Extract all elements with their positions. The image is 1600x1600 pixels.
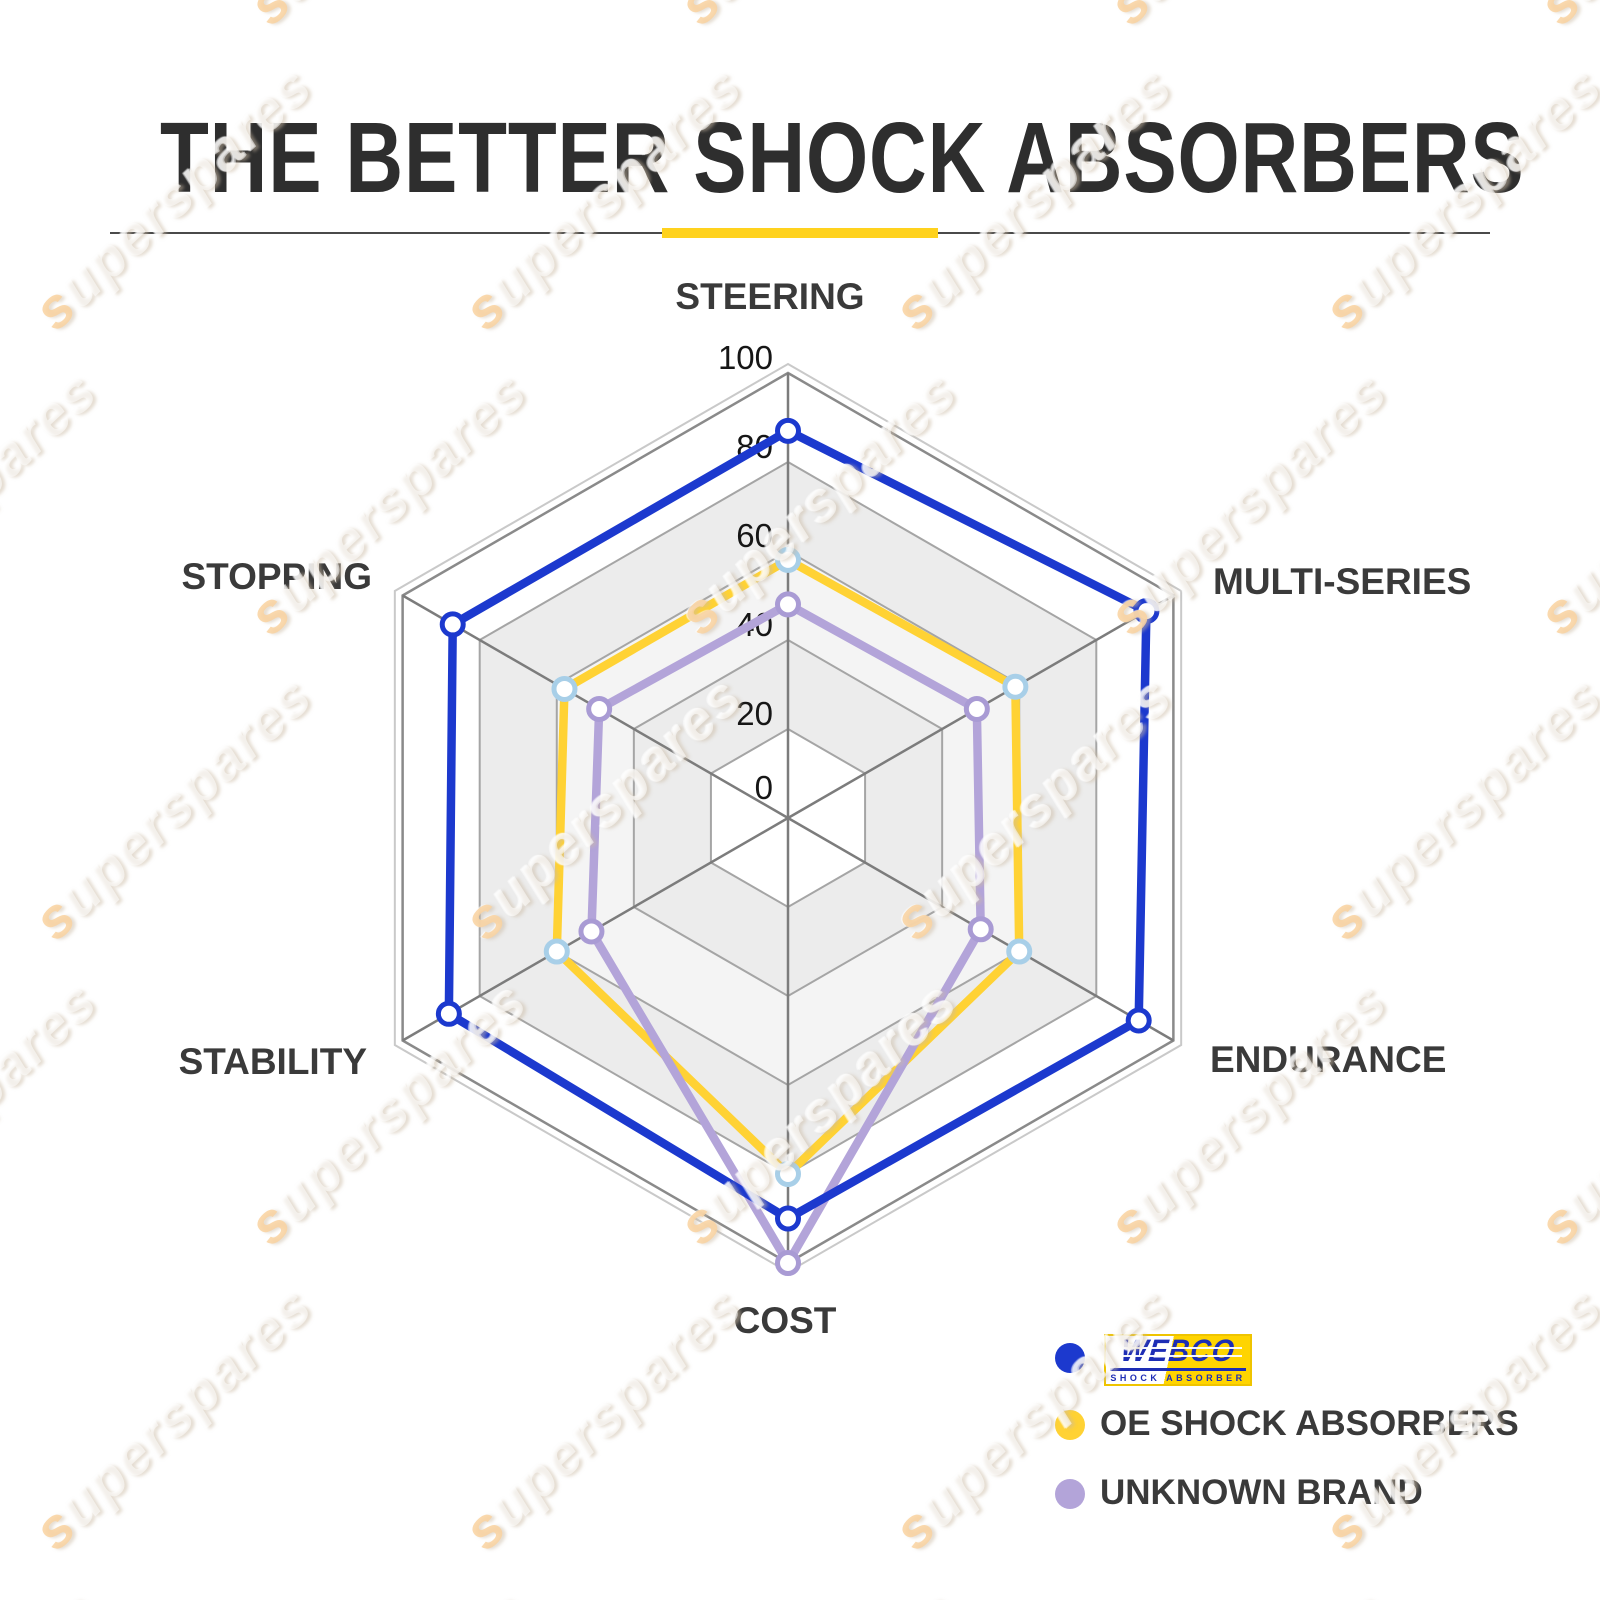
series-marker-0 [1133, 598, 1160, 625]
axis-label-multi-series: MULTI-SERIES [1213, 561, 1472, 602]
series-marker-0 [435, 1000, 462, 1027]
series-marker-1 [775, 1161, 801, 1187]
series-marker-2 [775, 591, 801, 618]
webco-logo: WEBCO SHOCK ABSORBER [1104, 1333, 1252, 1386]
series-marker-0 [775, 1205, 801, 1232]
grid-band [556, 551, 1020, 1085]
tick-label-20: 20 [736, 695, 773, 732]
series-marker-2 [967, 916, 994, 943]
series-marker-0 [775, 417, 801, 444]
series-marker-2 [775, 1250, 801, 1276]
series-marker-1 [551, 675, 578, 702]
series-marker-1 [543, 938, 570, 965]
series-marker-1 [1002, 673, 1029, 700]
legend-swatch-webco [1055, 1343, 1085, 1373]
webco-logo-stripe [1114, 1347, 1242, 1349]
tick-label-60: 60 [736, 517, 773, 554]
series-marker-1 [775, 546, 801, 573]
series-marker-0 [1125, 1007, 1152, 1034]
axis-label-cost: COST [733, 1300, 837, 1341]
legend-swatch-unknown [1055, 1479, 1085, 1509]
webco-logo-wordmark: WEBCO [1119, 1333, 1237, 1368]
title-divider-accent [662, 228, 938, 238]
legend-label-oe: OE SHOCK ABSORBERS [1100, 1404, 1519, 1443]
grid-band [633, 640, 943, 996]
legend-label-unknown: UNKNOWN BRAND [1100, 1473, 1423, 1512]
axis-label-stability: STABILITY [178, 1041, 367, 1082]
webco-logo-subtext: SHOCK ABSORBER [1110, 1368, 1246, 1383]
series-marker-2 [586, 695, 613, 722]
legend-swatch-oe [1055, 1410, 1085, 1440]
series-marker-1 [1006, 938, 1033, 965]
series-marker-2 [578, 918, 605, 945]
webco-logo-stripe [1114, 1355, 1242, 1357]
axis-label-endurance: ENDURANCE [1210, 1039, 1447, 1080]
page-title: THE BETTER SHOCK ABSORBERS [160, 102, 1525, 214]
axis-label-stopping: STOPPING [181, 556, 372, 597]
series-marker-0 [439, 611, 466, 638]
tick-label-100: 100 [718, 339, 773, 376]
tick-label-0: 0 [755, 769, 773, 806]
series-marker-2 [963, 695, 990, 722]
axis-label-steering: STEERING [675, 276, 865, 317]
